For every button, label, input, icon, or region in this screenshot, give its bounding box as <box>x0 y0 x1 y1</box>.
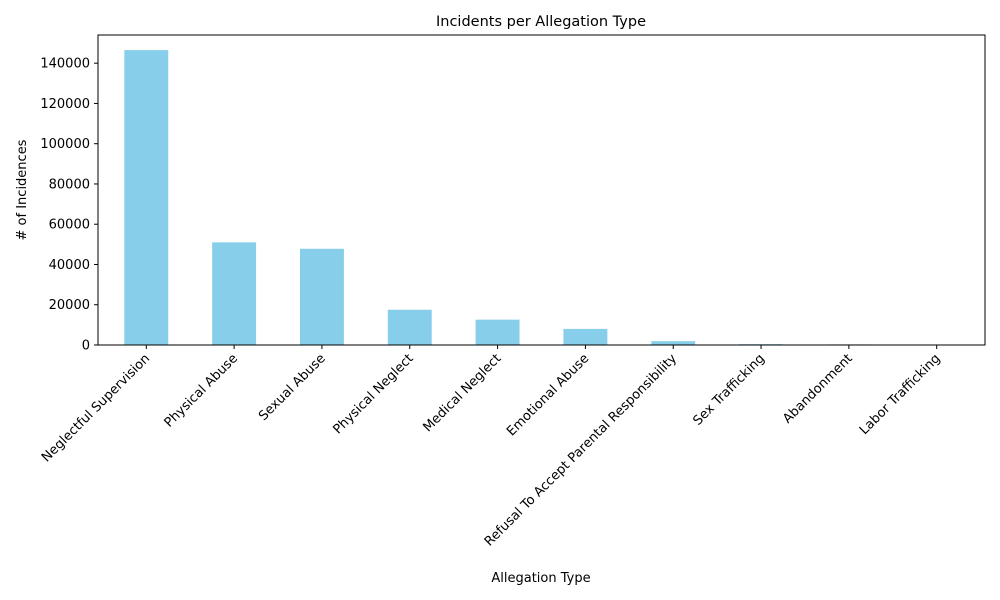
bar <box>212 242 257 345</box>
bar <box>124 50 169 345</box>
x-tick-label: Sex Trafficking <box>690 351 767 428</box>
x-tick-label: Labor Trafficking <box>857 351 944 438</box>
y-tick-label: 100000 <box>40 137 90 152</box>
x-axis-label: Allegation Type <box>491 571 590 586</box>
x-tick-label: Physical Abuse <box>162 351 241 430</box>
bar <box>651 341 696 345</box>
bar <box>299 248 344 345</box>
y-tick-label: 0 <box>82 339 90 354</box>
plot-frame <box>97 34 986 346</box>
x-tick-label: Physical Neglect <box>330 351 416 437</box>
x-tick-label: Emotional Abuse <box>504 351 592 439</box>
x-tick-label: Neglectful Supervision <box>39 351 153 465</box>
bar <box>563 328 608 345</box>
y-axis: 0 20000 40000 60000 80000 100000 120000 140000 <box>40 57 98 354</box>
y-tick-label: 60000 <box>49 218 90 233</box>
x-axis: Neglectful Supervision Physical Abuse Sexu… <box>39 345 944 549</box>
y-tick-label: 20000 <box>49 298 90 313</box>
y-tick-label: 80000 <box>49 177 90 192</box>
bars-group <box>124 50 959 345</box>
x-tick-label: Medical Neglect <box>420 351 504 435</box>
bar <box>475 319 520 345</box>
y-tick-label: 140000 <box>40 57 90 72</box>
bar <box>387 309 432 345</box>
y-axis-label: # of Incidences <box>15 139 30 240</box>
x-tick-label: Sexual Abuse <box>256 351 329 424</box>
chart-title: Incidents per Allegation Type <box>436 14 646 30</box>
x-tick-label: Abandonment <box>780 351 856 427</box>
x-tick-label: Refusal To Accept Parental Responsibilit… <box>482 351 680 549</box>
y-tick-label: 40000 <box>49 258 90 273</box>
y-tick-label: 120000 <box>40 97 90 112</box>
